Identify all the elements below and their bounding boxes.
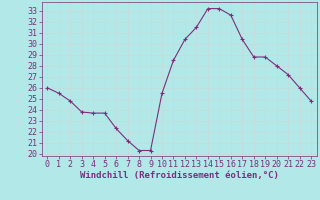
X-axis label: Windchill (Refroidissement éolien,°C): Windchill (Refroidissement éolien,°C) bbox=[80, 171, 279, 180]
